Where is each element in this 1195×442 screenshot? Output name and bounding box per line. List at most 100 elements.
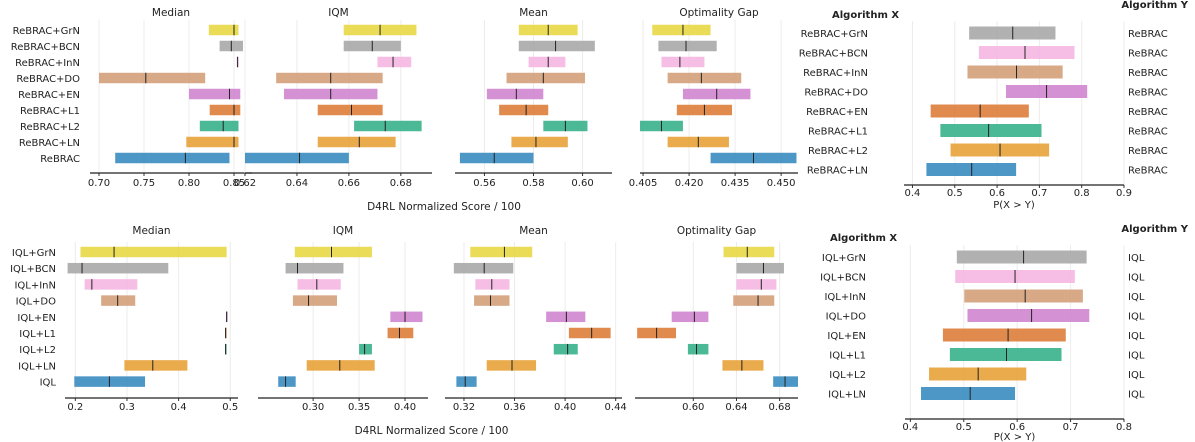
tick-label: 0.435	[721, 178, 750, 189]
algorithm-y-label: IQL	[1128, 331, 1145, 342]
algorithm-y-label: ReBRAC	[1128, 127, 1168, 138]
row-label: IQL+BCN	[10, 264, 56, 275]
interval-bar	[317, 104, 383, 116]
tick-label: 0.450	[767, 178, 796, 189]
interval-bar	[667, 72, 742, 84]
interval-bar	[511, 136, 568, 148]
interval-bar	[475, 279, 510, 290]
algorithm-x-label: IQL+InN	[824, 292, 866, 303]
interval-bar	[687, 343, 709, 355]
row-label: IQL+DO	[16, 297, 56, 308]
algorithm-x-label: IQL+L2	[829, 370, 866, 381]
algorithm-x-label: ReBRAC+EN	[806, 107, 868, 118]
right-header: Algorithm Y	[1121, 224, 1188, 235]
interval-bar	[115, 152, 230, 164]
tick-label: 0.70	[88, 178, 110, 189]
tick-label: 0.56	[473, 178, 495, 189]
panel-title: Optimality Gap	[679, 7, 759, 19]
interval-bar	[453, 262, 514, 274]
interval-bar	[553, 343, 578, 355]
probability-bar	[942, 328, 1066, 342]
interval-bar	[470, 246, 533, 258]
interval-bar	[568, 327, 611, 339]
tick-label: 0.64	[725, 402, 747, 413]
interval-bar	[67, 262, 169, 274]
tick-label: 0.68	[390, 178, 412, 189]
tick-label: 0.80	[178, 178, 200, 189]
interval-bar	[99, 72, 206, 84]
algorithm-x-label: ReBRAC+LN	[807, 166, 868, 177]
tick-label: 0.7	[1063, 422, 1079, 433]
interval-bar	[722, 360, 764, 371]
interval-bar	[294, 246, 372, 258]
row-label: ReBRAC+EN	[18, 90, 80, 101]
tick-label: 0.8	[1116, 422, 1132, 433]
tick-label: 0.4	[902, 422, 918, 433]
algorithm-y-label: ReBRAC	[1128, 88, 1168, 99]
interval-bar	[199, 120, 239, 132]
tick-label: 0.4	[905, 188, 921, 199]
interval-bar	[733, 295, 775, 306]
tick-label: 0.40	[394, 402, 416, 413]
tick-label: 0.75	[133, 178, 155, 189]
tick-label: 0.68	[769, 402, 791, 413]
algorithm-x-label: ReBRAC+BCN	[799, 49, 868, 60]
algorithm-y-label: IQL	[1128, 253, 1145, 264]
interval-bar	[306, 360, 375, 371]
tick-label: 0.32	[453, 402, 475, 413]
probability-bar	[921, 387, 1016, 400]
tick-label: 0.60	[571, 178, 593, 189]
interval-bar	[80, 246, 227, 258]
algorithm-y-label: ReBRAC	[1128, 29, 1168, 40]
algorithm-y-label: ReBRAC	[1128, 166, 1168, 177]
algorithm-y-label: IQL	[1128, 390, 1145, 401]
interval-bar	[736, 262, 784, 274]
interval-bar	[652, 24, 711, 36]
tick-label: 0.44	[605, 402, 627, 413]
left-header: Algorithm X	[832, 10, 899, 21]
interval-bar	[297, 279, 341, 290]
panel-title: Median	[152, 7, 190, 19]
tick-label: 0.5	[947, 188, 963, 199]
tick-label: 0.6	[989, 188, 1005, 199]
interval-bar	[486, 88, 544, 100]
tick-label: 0.40	[554, 402, 576, 413]
interval-bar	[208, 24, 239, 36]
probability-bar	[978, 46, 1075, 59]
algorithm-x-label: ReBRAC+L1	[808, 127, 868, 138]
row-label: ReBRAC+InN	[15, 58, 80, 69]
algorithm-x-label: IQL+GrN	[822, 253, 866, 264]
algorithm-y-label: ReBRAC	[1128, 68, 1168, 79]
algorithm-y-label: IQL	[1128, 351, 1145, 362]
tick-label: 0.85	[223, 178, 245, 189]
interval-bar	[723, 246, 775, 258]
tick-label: 0.60	[682, 402, 704, 413]
interval-bar	[276, 72, 383, 84]
interval-bar	[506, 72, 586, 84]
interval-bar	[671, 311, 709, 323]
algorithm-x-label: IQL+BCN	[820, 273, 866, 284]
interval-bar	[292, 295, 338, 306]
algorithm-x-label: ReBRAC+GrN	[801, 29, 868, 40]
interval-bar	[474, 295, 510, 306]
algorithm-y-label: IQL	[1128, 370, 1145, 381]
interval-bar	[285, 262, 344, 274]
tick-label: 0.4	[171, 402, 187, 413]
tick-label: 0.2	[67, 402, 83, 413]
interval-bar	[518, 40, 595, 52]
interval-bar	[245, 152, 349, 164]
algorithm-x-label: ReBRAC+DO	[804, 88, 868, 99]
algorithm-x-label: IQL+L1	[829, 351, 866, 362]
tick-label: 0.58	[522, 178, 544, 189]
panel-title: Optimality Gap	[677, 225, 757, 237]
algorithm-x-label: IQL+DO	[826, 312, 866, 323]
row-label: IQL+L2	[19, 345, 56, 356]
probability-bar	[964, 289, 1083, 303]
interval-bar	[189, 88, 241, 100]
algorithm-y-label: IQL	[1128, 312, 1145, 323]
probability-xlabel: P(X > Y)	[994, 432, 1036, 442]
tick-label: 0.9	[1116, 188, 1132, 199]
tick-label: 0.7	[1031, 188, 1047, 199]
tick-label: 0.405	[629, 178, 658, 189]
